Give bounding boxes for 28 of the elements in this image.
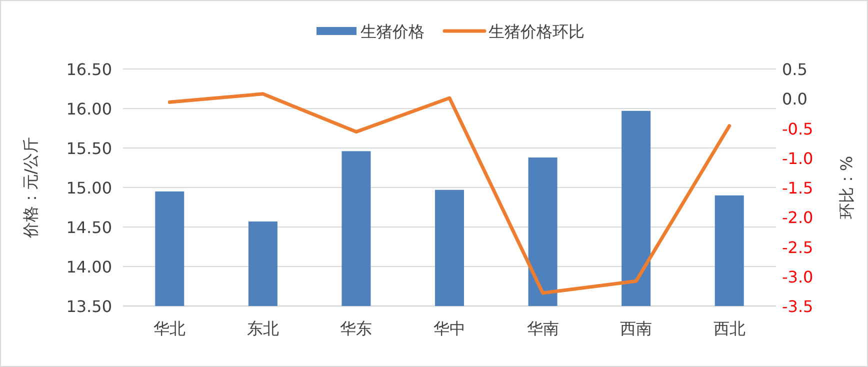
x-tick-label: 华北 <box>154 319 186 338</box>
y-tick-label: 16.50 <box>66 60 112 79</box>
y-tick-label: 15.50 <box>66 139 112 158</box>
x-tick-label: 东北 <box>246 319 279 338</box>
line-series <box>168 92 732 295</box>
legend-label: 生猪价格环比 <box>488 22 584 41</box>
y2-tick-label: -2.0 <box>782 208 814 228</box>
x-tick-label: 西南 <box>620 319 652 338</box>
y-axis-title: 价格：元/公斤 <box>21 136 40 240</box>
y2-tick-label: -1.0 <box>782 148 814 168</box>
y2-tick-label: -2.5 <box>782 238 814 257</box>
y2-tick-label: 0.0 <box>782 90 808 109</box>
y2-tick-label: -3.0 <box>782 267 814 286</box>
y-tick-label: 15.00 <box>66 178 112 198</box>
x-tick-label: 西北 <box>713 319 746 338</box>
y2-tick-label: -0.5 <box>782 119 814 138</box>
x-tick-label: 华南 <box>526 319 559 338</box>
y2-tick-label: -3.5 <box>782 297 814 316</box>
y2-tick-label: -1.5 <box>782 178 814 198</box>
y2-tick-label: 0.5 <box>782 60 808 79</box>
y-tick-label: 14.00 <box>66 258 112 276</box>
y-tick-label: 13.50 <box>66 297 112 316</box>
y-tick-label: 14.50 <box>66 218 112 237</box>
y-tick-label: 16.00 <box>66 100 112 118</box>
y2-axis-title: 环比：% <box>837 156 856 220</box>
legend-label: 生猪价格 <box>360 22 424 41</box>
x-tick-label: 华东 <box>340 319 372 338</box>
x-tick-label: 华中 <box>434 319 466 338</box>
